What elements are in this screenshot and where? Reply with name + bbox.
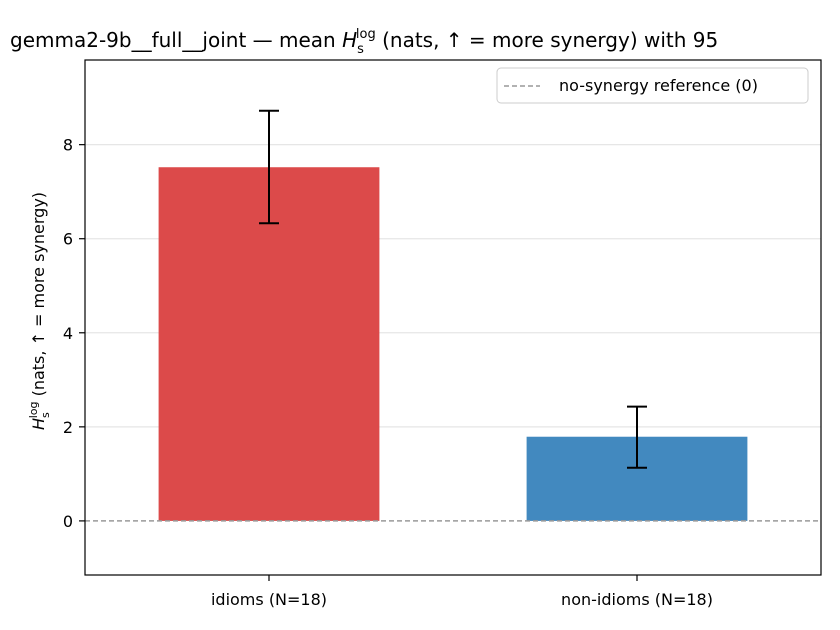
- plot-area: 0 2 4 6 8 idioms (N=18) non-idioms (N=18): [63, 59, 822, 609]
- y-axis-label: Hslog (nats, ↑ = more synergy): [27, 192, 52, 430]
- ylabel-symbol-base: H: [29, 418, 48, 430]
- title-prefix: gemma2-9b__full__joint — mean: [10, 28, 342, 52]
- y-tick-label-1: 2: [63, 418, 73, 437]
- axes-frame: [84, 59, 822, 576]
- x-tick-label-0: idioms (N=18): [211, 590, 327, 609]
- x-tick-label-1: non-idioms (N=18): [561, 590, 713, 609]
- y-tick-label-2: 4: [63, 324, 73, 343]
- legend-reference-label: no-synergy reference (0): [559, 76, 758, 95]
- ylabel-symbol-sub: s: [39, 412, 52, 418]
- legend: no-synergy reference (0): [496, 67, 809, 104]
- bar-0: [158, 167, 380, 521]
- legend-frame: [496, 67, 809, 104]
- y-tick-label-3: 6: [63, 230, 73, 249]
- y-tick-label-0: 0: [63, 512, 73, 531]
- chart-title: gemma2-9b__full__joint — mean Hslog (nat…: [10, 27, 718, 57]
- title-symbol-base: H: [342, 28, 357, 52]
- svg-text:Hslog (nats, ↑ = more synergy): Hslog (nats, ↑ = more synergy): [27, 192, 52, 430]
- title-suffix: (nats, ↑ = more synergy) with 95: [376, 28, 719, 52]
- title-symbol-sub: s: [357, 42, 364, 57]
- title-symbol-sup: log: [356, 27, 376, 42]
- ylabel-suffix: (nats, ↑ = more synergy): [29, 192, 48, 402]
- ylabel-symbol-sup: log: [27, 401, 40, 418]
- y-tick-label-4: 8: [63, 136, 73, 155]
